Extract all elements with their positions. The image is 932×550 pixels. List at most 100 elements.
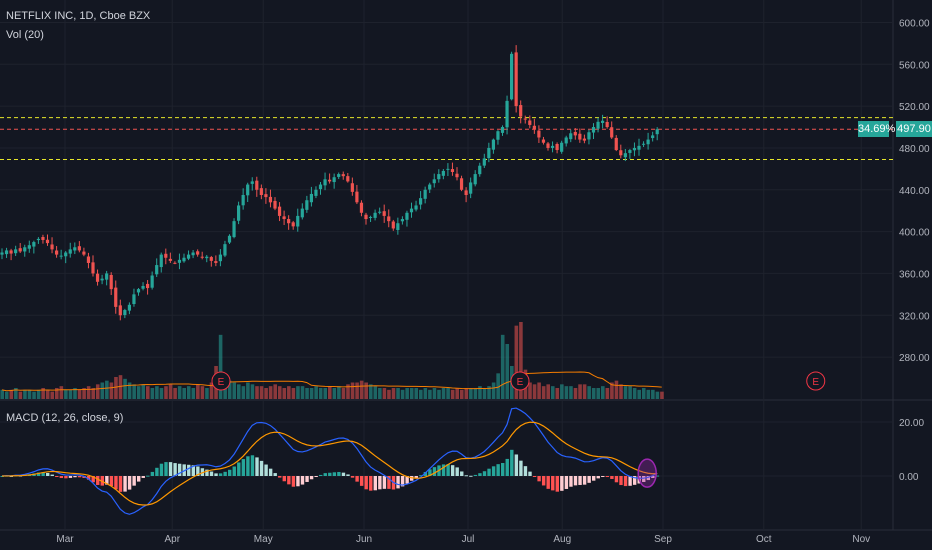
earnings-letter: E	[812, 377, 819, 388]
candle-body	[400, 219, 404, 222]
earnings-marker: E	[510, 371, 530, 391]
highlight-ellipse	[637, 458, 657, 488]
macd-histogram-bar	[369, 476, 373, 491]
volume-bar	[355, 382, 359, 399]
candle-body	[291, 222, 295, 227]
candle-body	[473, 174, 477, 185]
time-tick-label: Sep	[654, 534, 672, 545]
macd-histogram-bar	[473, 474, 478, 476]
macd-histogram-bar	[514, 454, 519, 476]
volume-bar	[259, 386, 264, 399]
macd-histogram-bar	[505, 458, 509, 476]
volume-bar	[232, 382, 237, 399]
candle-body	[68, 249, 72, 254]
volume-bar	[610, 382, 614, 399]
volume-bar	[50, 391, 55, 399]
candle-body	[428, 184, 432, 190]
macd-histogram-bar	[268, 468, 273, 476]
volume-bar	[218, 334, 223, 399]
price-candles	[0, 45, 659, 321]
macd-histogram-bar	[651, 476, 655, 478]
macd-histogram-bar	[450, 465, 455, 476]
volume-bar	[173, 388, 177, 399]
earnings-marker: E	[806, 371, 826, 391]
candle-body	[346, 176, 350, 182]
macd-histogram-bar	[460, 471, 464, 476]
earnings-letter: E	[517, 377, 524, 388]
macd-histogram-bar	[469, 475, 473, 477]
volume-bar	[591, 388, 596, 399]
candle-body	[514, 52, 518, 107]
candle-body	[455, 173, 459, 178]
volume-bar	[273, 384, 277, 399]
macd-histogram-bar	[105, 476, 109, 485]
macd-histogram-bar	[164, 462, 168, 476]
volume-bar	[182, 388, 186, 399]
macd-histogram-bar	[614, 476, 619, 483]
macd-legend[interactable]: MACD (12, 26, close, 9)	[6, 412, 124, 424]
macd-histogram-bar	[419, 475, 423, 477]
candle-body	[95, 273, 100, 282]
candle-body	[537, 130, 541, 138]
candle-body	[114, 287, 118, 307]
volume-bar	[432, 388, 437, 399]
price-tick-label: 480.00	[899, 144, 930, 155]
volume-bar	[32, 391, 36, 399]
volume-bar	[482, 388, 487, 399]
candle-body	[14, 249, 18, 254]
volume-bar	[241, 386, 246, 399]
macd-histogram-bar	[337, 471, 341, 476]
macd-histogram-bar	[555, 476, 559, 492]
symbol-legend[interactable]: NETFLIX INC, 1D, Cboe BZX	[6, 10, 151, 22]
candle-body	[623, 153, 627, 158]
candle-body	[168, 258, 172, 261]
macd-histogram-bar	[228, 469, 232, 476]
volume-bar	[578, 384, 582, 399]
macd-histogram-bar	[610, 476, 614, 479]
volume-bar	[582, 384, 587, 399]
macd-histogram-bar	[127, 476, 132, 490]
volume-bar	[250, 384, 255, 399]
volume-bar	[296, 386, 300, 399]
candle-body	[218, 254, 222, 262]
macd-histogram-bar	[596, 476, 600, 479]
macd-histogram-bar	[64, 476, 68, 479]
macd-histogram-bar	[410, 476, 414, 481]
candle-body	[450, 169, 455, 172]
volume-legend[interactable]: Vol (20)	[6, 29, 44, 41]
candle-body	[146, 283, 150, 289]
candle-body	[159, 254, 163, 268]
macd-histogram-bar	[646, 476, 650, 481]
candle-body	[500, 127, 505, 133]
candle-body	[150, 275, 154, 288]
volume-bar	[177, 386, 182, 399]
candle-body	[519, 105, 523, 117]
candle-body	[237, 205, 241, 221]
macd-histogram-bar	[218, 473, 223, 476]
volume-bar	[4, 391, 9, 399]
price-tick-label: 360.00	[899, 269, 930, 280]
price-tick-label: 320.00	[899, 311, 930, 322]
horizontal-levels	[0, 117, 893, 160]
volume-bar	[55, 388, 59, 399]
candle-body	[32, 242, 36, 247]
macd-histogram-bar	[309, 476, 314, 480]
candle-body	[36, 238, 40, 241]
candle-body	[123, 310, 127, 316]
macd-histogram-bar	[632, 476, 637, 485]
volume-bar	[68, 389, 73, 399]
macd-histogram-bar	[55, 476, 59, 477]
candle-body	[200, 256, 204, 258]
macd-histogram-bar	[373, 476, 377, 491]
macd-histogram-bar	[118, 476, 123, 492]
candle-body	[223, 244, 227, 256]
macd-histogram-bar	[223, 471, 227, 476]
macd-histogram-bar	[314, 476, 318, 477]
last-price-badge: 497.90	[896, 121, 932, 137]
volume-bar	[109, 382, 114, 399]
volume-bar	[95, 384, 100, 399]
macd-histogram-bar	[532, 476, 537, 477]
candle-body	[578, 133, 582, 140]
